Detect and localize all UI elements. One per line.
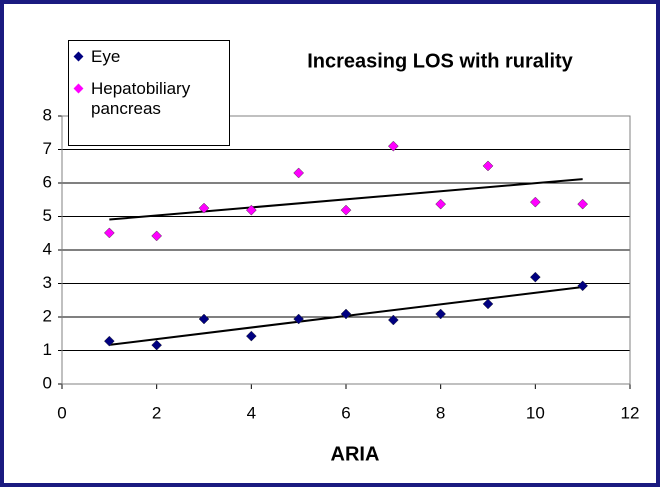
y-tick-label: 1 [43, 340, 52, 359]
point [151, 230, 163, 242]
plot-border [61, 115, 631, 385]
point [103, 335, 115, 347]
x-tick-label: 4 [247, 403, 256, 422]
x-tick-label: 12 [621, 403, 640, 422]
point [151, 339, 163, 351]
point [340, 204, 352, 216]
x-tick-label: 10 [526, 403, 545, 422]
point [529, 196, 541, 208]
y-tick-label: 5 [43, 206, 52, 225]
point [245, 330, 257, 342]
point [577, 198, 589, 210]
trendline [109, 178, 583, 221]
point [103, 227, 115, 239]
chart-title: Increasing LOS with rurality [307, 50, 573, 72]
x-tick-label: 0 [57, 403, 66, 422]
legend-symbol [73, 83, 84, 94]
legend-item: Eye [73, 47, 225, 67]
y-tick-label: 7 [43, 139, 52, 158]
y-tick-label: 4 [43, 239, 52, 258]
point [293, 167, 305, 179]
point [387, 314, 399, 326]
point [577, 280, 589, 292]
point [482, 160, 494, 172]
legend-symbol [73, 51, 84, 62]
point [340, 308, 352, 320]
y-tick-label: 8 [43, 105, 52, 124]
x-axis-label: ARIA [331, 443, 380, 465]
y-tick-label: 6 [43, 172, 52, 191]
point [529, 271, 541, 283]
x-tick-label: 8 [436, 403, 445, 422]
plot: Increasing LOS with rurality ARIA 012345… [43, 50, 640, 465]
point [435, 308, 447, 320]
point [435, 198, 447, 210]
y-tick-label: 0 [43, 373, 52, 392]
point [293, 313, 305, 325]
point [198, 202, 210, 214]
legend-label: Hepatobiliary pancreas [91, 79, 191, 118]
legend-item: Hepatobiliary pancreas [73, 79, 225, 119]
y-tick-label: 3 [43, 273, 52, 292]
legend: Eye Hepatobiliary pancreas [68, 40, 230, 146]
point [387, 140, 399, 152]
y-tick-label: 2 [43, 306, 52, 325]
x-tick-label: 2 [152, 403, 161, 422]
x-tick-label: 6 [341, 403, 350, 422]
legend-label: Eye [91, 47, 121, 66]
point [245, 204, 257, 216]
point [482, 298, 494, 310]
point [198, 313, 210, 325]
